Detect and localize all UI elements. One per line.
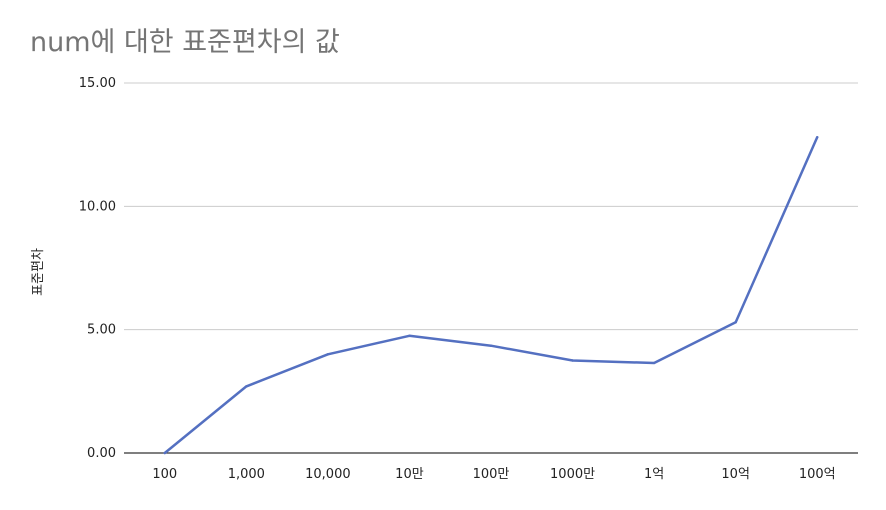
gridlines [124,82,858,454]
x-tick-label: 100만 [473,467,510,482]
data-point [408,334,411,338]
chart-title: num에 대한 표준편차의 값 [30,27,340,58]
y-axis-title: 표준편차 [31,248,46,296]
x-tick-label: 1,000 [228,467,265,482]
y-tick-label: 10.00 [79,199,116,214]
x-tick-label: 10만 [395,467,424,482]
data-point [816,136,819,139]
x-tick-label: 10억 [721,467,750,482]
data-point [163,451,166,455]
x-tick-label: 100 [152,467,177,482]
data-point [245,385,248,388]
y-tick-label: 5.00 [87,323,116,338]
data-point [734,321,737,324]
x-tick-labels: 100 1,000 10,000 10만 100만 1000만 1억 10억 100억 [152,467,835,482]
series-lines [163,136,819,455]
x-tick-label: 100억 [799,467,836,482]
data-point [326,353,330,356]
y-tick-label: 0.00 [87,446,116,461]
x-tick-label: 1000만 [550,467,595,482]
data-point [489,344,493,347]
y-tick-labels: 0.00 5.00 10.00 15.00 [79,76,116,461]
y-tick-label: 15.00 [79,76,116,91]
data-point [571,359,574,362]
x-tick-label: 1억 [644,467,664,482]
x-tick-label: 10,000 [305,467,351,482]
series-line [163,136,819,455]
data-point [652,361,656,365]
